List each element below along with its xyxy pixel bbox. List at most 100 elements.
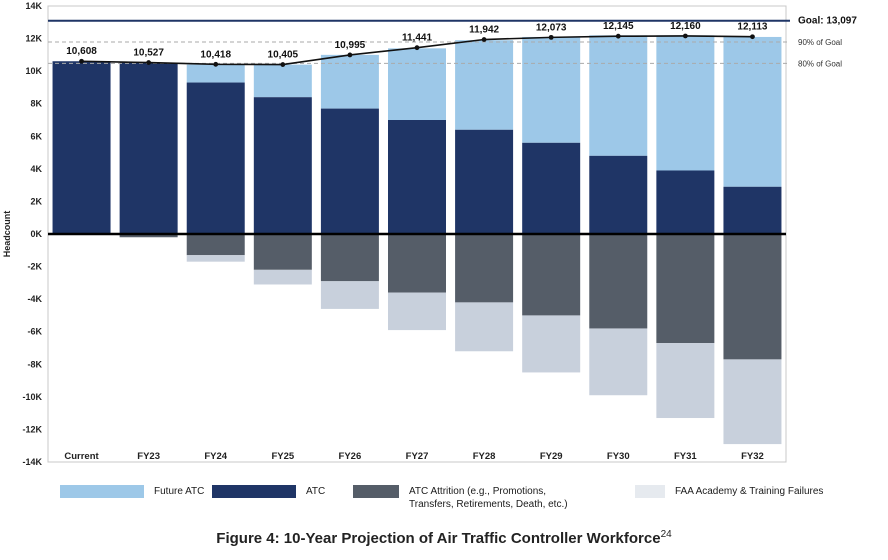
y-tick-label: 10K: [25, 66, 42, 76]
legend-item-training-failures: FAA Academy & Training Failures: [635, 485, 823, 498]
bar-atc: [52, 61, 111, 234]
bar-future-atc: [589, 35, 648, 156]
headcount-point: [414, 45, 420, 51]
y-tick-label: 12K: [25, 34, 42, 44]
bar-atc-attrition: [320, 234, 379, 282]
bar-atc-attrition: [656, 234, 715, 344]
y-tick-label: -10K: [22, 392, 42, 402]
legend-swatch-atc: [212, 485, 296, 498]
bar-atc-attrition: [723, 234, 782, 360]
bar-training-failures: [589, 328, 648, 396]
headcount-point: [481, 37, 487, 42]
headcount-point: [79, 58, 84, 64]
headcount-point: [146, 60, 152, 65]
bar-atc: [455, 129, 514, 234]
bar-atc-attrition: [119, 234, 178, 238]
legend-swatch-training-failures: [635, 485, 665, 498]
y-axis-label: Headcount: [2, 211, 12, 258]
headcount-point: [615, 33, 621, 39]
headcount-label: 10,527: [133, 48, 164, 59]
goal-label: Goal: 13,097: [798, 16, 857, 27]
headcount-label: 12,073: [536, 22, 567, 33]
headcount-label: 11,441: [402, 33, 432, 44]
bar-future-atc: [723, 36, 782, 187]
bar-atc-attrition: [522, 234, 581, 316]
headcount-label: 10,608: [66, 46, 97, 57]
y-tick-label: 14K: [25, 1, 42, 11]
bar-training-failures: [320, 281, 379, 309]
x-tick-label: FY25: [271, 451, 294, 462]
bar-atc: [186, 82, 245, 235]
legend-label-atc-attrition: ATC Attrition (e.g., Promotions, Transfe…: [409, 486, 568, 510]
bar-training-failures: [656, 343, 715, 419]
headcount-label: 12,145: [603, 21, 634, 32]
bar-future-atc: [253, 64, 312, 98]
headcount-label: 11,942: [469, 25, 499, 36]
headcount-point: [213, 61, 219, 67]
bar-atc: [253, 97, 312, 234]
bar-future-atc: [522, 36, 581, 143]
y-tick-label: -4K: [27, 294, 42, 304]
x-tick-label: Current: [64, 451, 99, 462]
y-tick-label: 2K: [30, 196, 42, 206]
legend-label-training-failures: FAA Academy & Training Failures: [675, 486, 824, 497]
x-tick-label: FY32: [741, 451, 764, 462]
bar-atc: [119, 62, 178, 234]
y-tick-label: 6K: [30, 131, 42, 141]
headcount-point: [750, 34, 755, 40]
bar-atc: [320, 108, 379, 234]
bar-atc-attrition: [589, 234, 648, 329]
headcount-point: [682, 33, 688, 39]
legend-item-atc: ATC: [212, 485, 325, 498]
y-tick-label: -6K: [27, 327, 42, 337]
legend-item-atc-attrition: ATC Attrition (e.g., Promotions, Transfe…: [353, 485, 589, 511]
headcount-label: 10,418: [200, 49, 231, 60]
bar-atc-attrition: [388, 234, 446, 293]
headcount-point: [548, 34, 554, 40]
x-tick-label: FY26: [339, 451, 362, 462]
bar-future-atc: [656, 35, 715, 171]
bar-future-atc: [186, 64, 245, 83]
legend-label-future-atc: Future ATC: [154, 486, 205, 497]
y-tick-label: 4K: [30, 164, 42, 174]
bar-atc: [388, 120, 446, 234]
bar-training-failures: [522, 315, 581, 373]
x-tick-label: FY31: [674, 451, 697, 462]
bar-atc-attrition: [455, 234, 514, 303]
legend-swatch-atc-attrition: [353, 485, 399, 498]
bar-atc-attrition: [253, 234, 312, 270]
goal-pct-label: 80% of Goal: [798, 59, 842, 68]
bar-training-failures: [388, 292, 446, 331]
legend-label-atc: ATC: [306, 486, 326, 497]
bar-atc: [522, 142, 581, 234]
x-tick-label: FY27: [406, 451, 429, 462]
caption-footnote: 24: [660, 529, 672, 540]
caption-text: Figure 4: 10-Year Projection of Air Traf…: [216, 530, 661, 547]
bar-future-atc: [388, 48, 446, 120]
y-tick-label: -2K: [27, 262, 42, 272]
y-tick-label: 8K: [30, 99, 42, 109]
bar-training-failures: [186, 255, 245, 262]
x-tick-label: FY23: [137, 451, 160, 462]
x-tick-label: FY29: [540, 451, 563, 462]
bar-atc: [723, 186, 782, 234]
bar-atc-attrition: [186, 234, 245, 256]
legend: Future ATC ATC ATC Attrition (e.g., Prom…: [0, 481, 888, 511]
bar-atc: [589, 155, 648, 234]
figure-caption: Figure 4: 10-Year Projection of Air Traf…: [0, 529, 888, 547]
chart: 14K 12K 10K 8K 6K 4K 2K 0K -2K -4K -6K -8K -10K -12K -…: [2, 1, 857, 467]
bar-future-atc: [455, 40, 514, 130]
x-tick-label: FY24: [204, 451, 227, 462]
bar-training-failures: [455, 302, 514, 352]
headcount-point: [280, 62, 286, 67]
headcount-label: 10,995: [335, 40, 366, 51]
x-tick-label: FY28: [473, 451, 496, 462]
bar-atc: [656, 170, 715, 234]
goal-pct-label: 90% of Goal: [798, 38, 842, 47]
headcount-label: 12,113: [737, 22, 767, 33]
legend-item-future-atc: Future ATC: [60, 485, 204, 498]
x-tick-label: FY30: [607, 451, 630, 462]
headcount-label: 10,405: [268, 50, 299, 61]
headcount-point: [347, 52, 353, 58]
y-tick-label: 0K: [30, 229, 42, 239]
